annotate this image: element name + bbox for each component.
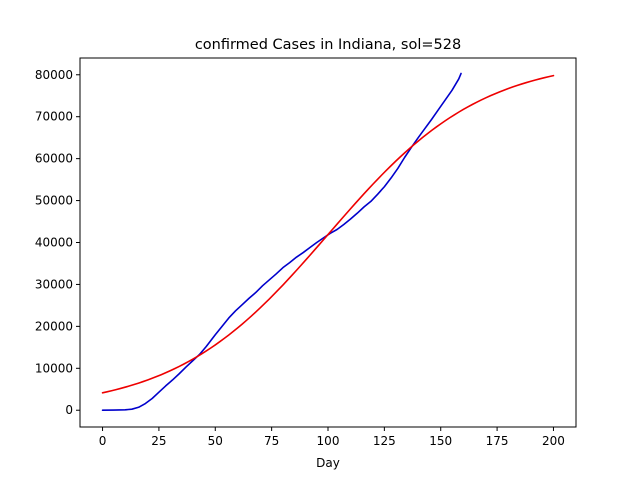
y-tick-label: 50000	[35, 194, 73, 208]
y-tick-label: 40000	[35, 236, 73, 250]
x-axis-label: Day	[316, 456, 340, 470]
y-axis: 0 10000 20000 30000 40000 50000 60000 70000 8000…	[35, 68, 80, 417]
chart-title: confirmed Cases in Indiana, sol=528	[195, 37, 461, 53]
y-tick-label: 70000	[35, 110, 73, 124]
x-tick-label: 175	[486, 434, 509, 448]
y-tick-label: 10000	[35, 361, 73, 375]
x-tick-label: 0	[99, 434, 107, 448]
y-tick-label: 80000	[35, 68, 73, 82]
x-tick-label: 150	[429, 434, 452, 448]
x-tick-label: 75	[264, 434, 279, 448]
x-tick-label: 25	[151, 434, 166, 448]
x-tick-label: 100	[317, 434, 340, 448]
y-tick-label: 30000	[35, 277, 73, 291]
y-tick-label: 20000	[35, 319, 73, 333]
series-line-confirmed	[101, 72, 462, 412]
x-tick-label: 125	[373, 434, 396, 448]
y-tick-label: 60000	[35, 152, 73, 166]
x-tick-label: 50	[208, 434, 223, 448]
plot-area	[101, 72, 555, 412]
series-line-fit	[101, 74, 555, 394]
x-axis: 0 25 50 75 100 125 150 175 200	[99, 427, 565, 448]
y-tick-label: 0	[65, 403, 73, 417]
x-tick-label: 200	[542, 434, 565, 448]
